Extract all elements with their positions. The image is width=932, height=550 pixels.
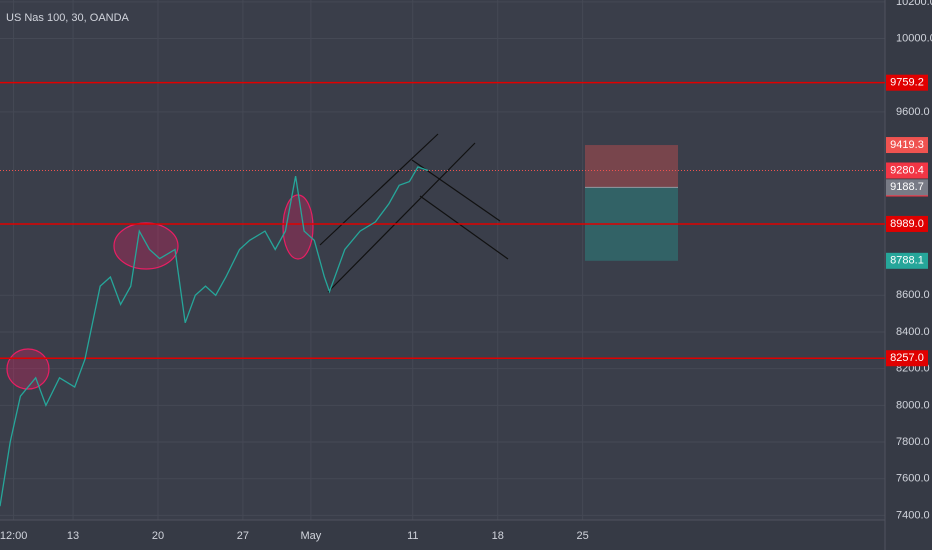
y-tick-label: 10200.0: [896, 0, 932, 8]
highlight-ellipse: [282, 194, 314, 260]
plot-area: [0, 0, 885, 520]
x-tick-label: 12:00: [0, 530, 27, 542]
y-tick-label: 7800.0: [896, 436, 930, 448]
stop-zone: [585, 145, 678, 188]
price-tag-label: 9759.2: [890, 77, 924, 89]
x-tick-label: 25: [577, 530, 589, 542]
y-tick-label: 8000.0: [896, 399, 930, 411]
x-tick-label: 27: [237, 530, 249, 542]
price-line: [0, 166, 429, 507]
y-tick-label: 8400.0: [896, 326, 930, 338]
y-tick-label: 7600.0: [896, 473, 930, 485]
price-tag: [886, 74, 928, 91]
y-tick-label: 8600.0: [896, 289, 930, 301]
price-tag: [886, 162, 928, 179]
y-tick-label: 10000.0: [896, 32, 932, 44]
channel-line: [419, 195, 509, 260]
price-tag: [886, 137, 928, 154]
y-tick-label: 7400.0: [896, 509, 930, 521]
x-tick-label: 18: [492, 530, 504, 542]
price-tag: [886, 179, 928, 196]
channel-line: [319, 133, 439, 246]
x-tick-label: 13: [67, 530, 79, 542]
price-tag: [886, 215, 928, 232]
x-tick-label: 11: [407, 530, 418, 542]
price-tag-label: 9280.4: [890, 164, 924, 176]
price-tag: [886, 252, 928, 269]
highlight-ellipse: [6, 348, 50, 390]
y-tick-label: 9600.0: [896, 106, 930, 118]
highlight-ellipse: [113, 222, 179, 270]
price-tag-label: 8989.0: [890, 218, 924, 230]
channel-line: [327, 142, 476, 293]
x-tick-label: May: [300, 530, 321, 542]
price-tag-label: 8788.1: [890, 255, 924, 267]
price-tag-label: 9188.7: [890, 181, 924, 193]
price-tag: [886, 350, 928, 367]
chart-title: US Nas 100, 30, OANDA: [6, 12, 130, 24]
price-tag-label: 9419.3: [890, 139, 924, 151]
x-tick-label: 20: [152, 530, 164, 542]
price-tag-label: 8257.0: [890, 352, 924, 364]
